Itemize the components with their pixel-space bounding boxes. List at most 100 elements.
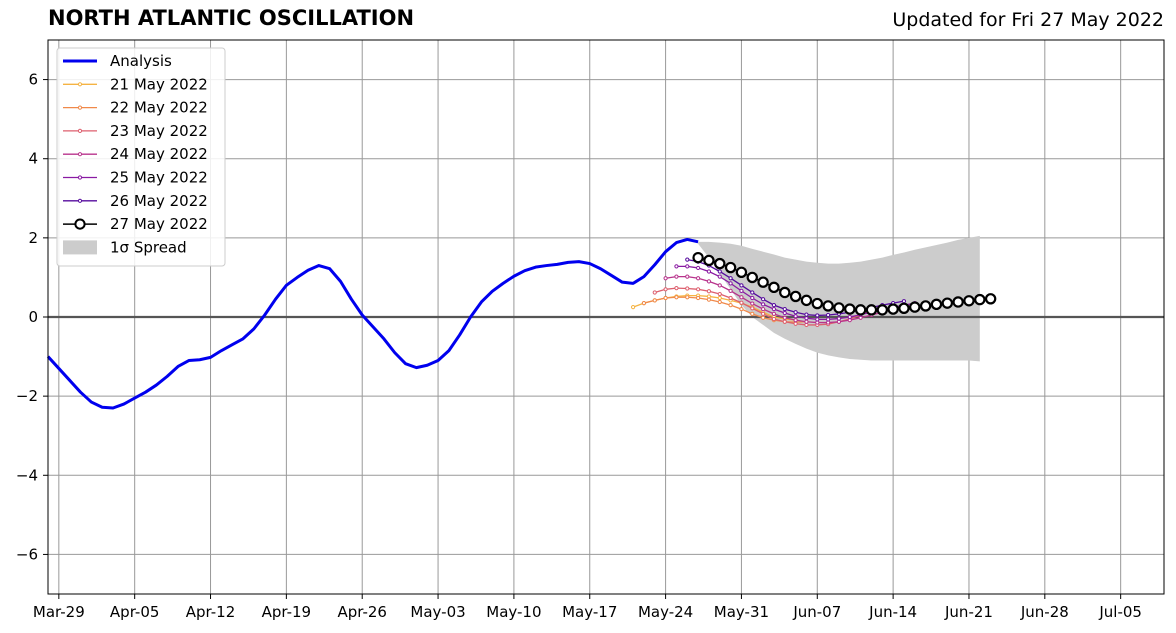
legend-label: 27 May 2022 bbox=[110, 215, 208, 233]
series-point bbox=[717, 291, 722, 297]
series-point bbox=[909, 301, 921, 313]
series-point bbox=[804, 316, 809, 321]
series-point bbox=[739, 295, 744, 300]
series-point bbox=[695, 265, 701, 271]
series-point bbox=[739, 300, 744, 305]
series-point bbox=[663, 287, 668, 292]
series-point bbox=[706, 279, 712, 284]
series-point bbox=[685, 286, 690, 291]
series-point bbox=[919, 300, 932, 312]
series-point bbox=[826, 312, 831, 318]
series-point bbox=[728, 276, 733, 281]
series-point bbox=[847, 314, 852, 320]
x-tick-label: May-31 bbox=[714, 603, 769, 621]
series-point bbox=[750, 301, 755, 306]
y-tick-label: −2 bbox=[16, 387, 38, 405]
y-tick-label: −4 bbox=[16, 466, 38, 484]
series-point bbox=[652, 290, 657, 295]
series-point bbox=[685, 295, 690, 300]
series-point bbox=[706, 289, 712, 294]
series-point bbox=[728, 295, 733, 301]
series-point bbox=[804, 319, 809, 324]
series-point bbox=[717, 283, 722, 288]
spread-band bbox=[698, 235, 980, 362]
axes: Mar-29 Apr-05 Apr-12 Apr-19 Apr-26 May-03 May-… bbox=[16, 39, 1165, 621]
series-point bbox=[641, 301, 647, 306]
series-point bbox=[782, 306, 787, 312]
series-point bbox=[706, 269, 712, 274]
series-point bbox=[815, 317, 820, 322]
spread-area bbox=[698, 235, 980, 362]
legend-marker bbox=[74, 218, 86, 230]
series-point bbox=[746, 271, 758, 284]
series-point bbox=[941, 297, 954, 309]
x-tick-label: Jul-05 bbox=[1098, 603, 1142, 621]
analysis-line bbox=[46, 237, 699, 410]
series-point bbox=[771, 316, 777, 322]
series-point bbox=[782, 315, 787, 320]
series-point bbox=[761, 311, 766, 316]
chart-title: NORTH ATLANTIC OSCILLATION bbox=[48, 6, 415, 30]
legend-entry: 27 May 2022 bbox=[63, 215, 208, 233]
series-point bbox=[833, 302, 845, 314]
series-point bbox=[717, 274, 722, 279]
x-tick-label: Apr-05 bbox=[110, 603, 160, 621]
x-tick-label: Jun-14 bbox=[868, 603, 917, 621]
legend-label: 1σ Spread bbox=[110, 238, 187, 256]
legend-label: 24 May 2022 bbox=[110, 145, 208, 163]
legend-label: Analysis bbox=[110, 52, 172, 70]
series-point bbox=[974, 293, 986, 306]
series-point bbox=[963, 295, 975, 307]
series-point bbox=[782, 319, 787, 324]
series-point bbox=[822, 300, 834, 312]
series-point bbox=[952, 296, 964, 308]
series-point bbox=[789, 290, 802, 303]
series-point bbox=[674, 264, 679, 269]
series-point bbox=[674, 295, 679, 300]
legend-entry: 23 May 2022 bbox=[63, 122, 208, 140]
series-point bbox=[793, 321, 798, 326]
x-tick-label: Jun-28 bbox=[1020, 603, 1069, 621]
legend-label: 23 May 2022 bbox=[110, 122, 208, 140]
series-point bbox=[811, 297, 823, 310]
series-point bbox=[876, 304, 888, 316]
series-point bbox=[750, 290, 755, 295]
series-point bbox=[779, 286, 791, 299]
y-tick-label: 0 bbox=[28, 308, 38, 326]
series-point bbox=[793, 310, 798, 315]
legend-entry: 25 May 2022 bbox=[63, 169, 208, 187]
x-tick-label: Apr-19 bbox=[262, 603, 312, 621]
x-tick-label: May-24 bbox=[638, 603, 693, 621]
series-point bbox=[771, 306, 777, 312]
series-point bbox=[663, 295, 668, 301]
series-point bbox=[724, 261, 737, 274]
x-tick-label: Apr-26 bbox=[337, 603, 387, 621]
series-point bbox=[630, 305, 636, 310]
y-tick-label: 4 bbox=[28, 150, 38, 168]
series-point bbox=[844, 303, 856, 315]
series-point bbox=[739, 288, 744, 293]
legend-marker bbox=[77, 198, 83, 203]
series-point bbox=[703, 254, 715, 267]
legend-label: 22 May 2022 bbox=[110, 99, 208, 117]
series-point bbox=[836, 316, 842, 321]
series-point bbox=[901, 299, 907, 304]
legend-label: 26 May 2022 bbox=[110, 192, 208, 210]
series-point bbox=[761, 315, 766, 320]
x-tick-label: Apr-12 bbox=[186, 603, 236, 621]
legend-entry: 21 May 2022 bbox=[63, 75, 208, 93]
series-point bbox=[717, 269, 722, 274]
series-point bbox=[826, 317, 831, 322]
x-tick-label: Jun-07 bbox=[792, 603, 841, 621]
series-point bbox=[930, 298, 943, 311]
legend-entry: 26 May 2022 bbox=[63, 192, 208, 210]
series-point bbox=[815, 313, 820, 318]
series-point bbox=[692, 251, 704, 264]
legend: Analysis 21 May 2022 22 May 2022 23 May 202… bbox=[56, 47, 226, 267]
series-point bbox=[652, 298, 657, 303]
series-point bbox=[887, 303, 899, 315]
series-point bbox=[800, 294, 813, 307]
series-point bbox=[761, 302, 766, 307]
series-point bbox=[750, 306, 755, 311]
series-point bbox=[728, 281, 733, 286]
